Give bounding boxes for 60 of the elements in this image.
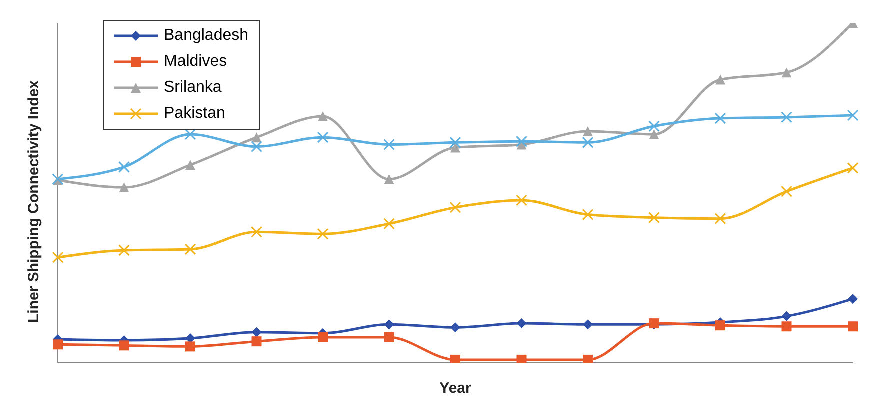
point: [714, 112, 726, 124]
point: [384, 332, 394, 342]
point: [252, 132, 262, 143]
point: [848, 322, 858, 332]
point: [252, 336, 262, 347]
y-axis-title: Liner Shipping Connectivity Index: [25, 80, 42, 323]
legend-label: Srilanka: [164, 79, 222, 97]
point: [53, 340, 63, 350]
point: [384, 138, 395, 150]
point: [847, 110, 859, 122]
point: [582, 136, 594, 148]
point: [251, 141, 262, 153]
point: [184, 244, 196, 256]
point: [317, 228, 329, 240]
point: [583, 126, 593, 136]
point: [847, 162, 859, 174]
point: [450, 354, 460, 363]
point: [516, 354, 527, 363]
point: [516, 136, 528, 148]
point: [782, 68, 792, 78]
point: [186, 160, 196, 170]
point: [649, 130, 660, 140]
point: [186, 342, 196, 352]
point: [716, 74, 726, 85]
point: [648, 120, 660, 132]
point: [118, 244, 130, 256]
point: [782, 322, 792, 332]
legend-label: Bangladesh: [164, 27, 249, 45]
point: [516, 318, 527, 329]
point: [781, 112, 792, 124]
point: [384, 174, 394, 184]
point: [583, 320, 593, 330]
point: [118, 161, 130, 173]
point: [318, 332, 328, 342]
point: [450, 136, 462, 148]
point: [516, 194, 528, 206]
point: [782, 311, 792, 322]
point: [583, 354, 593, 363]
point: [781, 186, 792, 198]
point: [848, 294, 858, 304]
point: [119, 182, 130, 193]
legend-label: Pakistan: [164, 105, 226, 123]
point: [384, 218, 395, 230]
point: [450, 202, 462, 214]
point: [317, 132, 329, 144]
x-axis-title: Year: [440, 380, 472, 397]
point: [318, 112, 328, 122]
point: [119, 340, 130, 351]
point: [714, 213, 726, 225]
point: [716, 320, 726, 331]
point: [384, 320, 394, 330]
legend-label: Maldives: [164, 53, 228, 71]
point: [450, 322, 460, 333]
point: [251, 226, 262, 238]
point: [252, 327, 262, 338]
point: [648, 212, 660, 224]
point: [450, 142, 460, 153]
point: [52, 252, 64, 264]
point: [582, 209, 594, 221]
point: [184, 128, 196, 140]
